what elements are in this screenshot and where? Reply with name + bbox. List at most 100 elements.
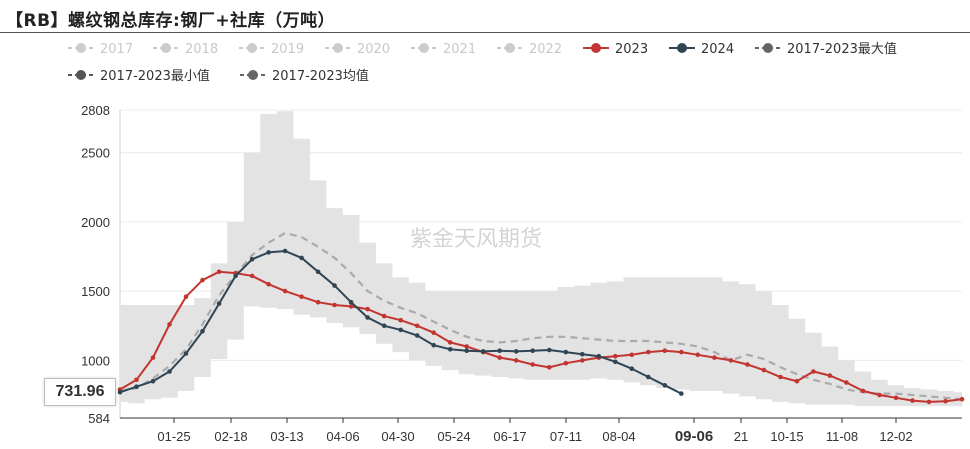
data-point-2024[interactable]: [150, 378, 156, 384]
data-point-2023[interactable]: [200, 277, 205, 283]
data-point-2024[interactable]: [431, 342, 437, 348]
data-point-2023[interactable]: [249, 273, 255, 279]
data-point-2023[interactable]: [547, 365, 552, 370]
legend-item-2017-2023最大值[interactable]: 2017-2023最大值: [755, 41, 897, 57]
data-point-2023[interactable]: [662, 348, 668, 354]
data-point-2024[interactable]: [480, 349, 486, 354]
data-point-2024[interactable]: [315, 269, 321, 275]
data-point-2024[interactable]: [348, 299, 354, 305]
legend-label: 2017-2023最大值: [787, 41, 897, 57]
data-point-2023[interactable]: [860, 388, 866, 394]
data-point-2024[interactable]: [365, 315, 370, 320]
legend-item-2017-2023最小值[interactable]: 2017-2023最小值: [68, 68, 210, 84]
data-point-2023[interactable]: [266, 281, 271, 287]
data-point-2023[interactable]: [646, 349, 651, 355]
data-point-2024[interactable]: [381, 323, 387, 329]
data-point-2024[interactable]: [299, 255, 304, 261]
data-point-2023[interactable]: [910, 398, 915, 403]
data-point-2024[interactable]: [547, 347, 552, 353]
data-point-2024[interactable]: [646, 374, 651, 380]
data-point-2023[interactable]: [134, 377, 139, 383]
data-point-2024[interactable]: [662, 383, 668, 388]
data-point-2023[interactable]: [943, 398, 948, 404]
data-point-2024[interactable]: [200, 329, 205, 334]
data-point-2024[interactable]: [134, 384, 139, 390]
data-point-2024[interactable]: [513, 349, 519, 354]
data-point-2024[interactable]: [117, 389, 123, 395]
legend-item-2022[interactable]: 2022: [497, 42, 562, 57]
data-point-2023[interactable]: [712, 355, 717, 360]
legend-item-2023[interactable]: 2023: [583, 42, 648, 57]
data-point-2024[interactable]: [596, 353, 602, 359]
x-tick-label: 05-24: [437, 429, 470, 444]
data-point-2024[interactable]: [167, 369, 172, 374]
data-point-2023[interactable]: [497, 355, 503, 360]
data-point-2024[interactable]: [447, 347, 453, 352]
legend-label: 2024: [701, 42, 734, 57]
data-point-2023[interactable]: [398, 317, 404, 323]
data-point-2023[interactable]: [216, 269, 222, 275]
data-point-2023[interactable]: [827, 373, 833, 378]
data-point-2024[interactable]: [563, 349, 569, 355]
data-point-2023[interactable]: [811, 369, 816, 374]
data-point-2023[interactable]: [761, 367, 767, 373]
data-point-2024[interactable]: [398, 327, 404, 333]
data-point-2023[interactable]: [513, 358, 519, 363]
data-point-2024[interactable]: [282, 248, 288, 254]
data-point-2024[interactable]: [233, 273, 238, 279]
data-point-2024[interactable]: [414, 333, 420, 338]
data-point-2023[interactable]: [794, 378, 800, 384]
data-point-2023[interactable]: [365, 306, 370, 312]
legend-dot-marker: [505, 43, 515, 53]
data-point-2024[interactable]: [629, 366, 635, 372]
x-tick-label: 07-11: [550, 429, 582, 444]
legend-item-2021[interactable]: 2021: [411, 42, 476, 57]
data-point-2023[interactable]: [431, 330, 437, 336]
legend-item-2017-2023均值[interactable]: 2017-2023均值: [240, 68, 369, 84]
data-point-2023[interactable]: [167, 322, 172, 327]
data-point-2023[interactable]: [844, 380, 849, 385]
data-point-2023[interactable]: [150, 355, 156, 360]
data-point-2023[interactable]: [414, 323, 420, 329]
legend-item-2017[interactable]: 2017: [68, 42, 133, 57]
data-point-2023[interactable]: [877, 392, 882, 398]
data-point-2023[interactable]: [695, 352, 701, 358]
data-point-2024[interactable]: [266, 250, 271, 255]
data-point-2024[interactable]: [580, 351, 585, 357]
data-point-2024[interactable]: [464, 348, 470, 354]
data-point-2024[interactable]: [613, 359, 618, 365]
legend-item-2024[interactable]: 2024: [669, 42, 734, 57]
data-point-2023[interactable]: [183, 294, 189, 300]
data-point-2024[interactable]: [497, 348, 503, 354]
data-point-2023[interactable]: [580, 358, 585, 363]
data-point-2023[interactable]: [332, 302, 337, 308]
data-point-2024[interactable]: [216, 301, 222, 306]
data-point-2023[interactable]: [629, 352, 635, 358]
legend-item-2019[interactable]: 2019: [239, 42, 304, 57]
data-point-2023[interactable]: [613, 353, 618, 359]
data-point-2024[interactable]: [332, 283, 337, 288]
y-tick-label: 2000: [81, 215, 110, 230]
data-point-2023[interactable]: [464, 344, 470, 349]
data-point-2023[interactable]: [679, 349, 684, 355]
data-point-2023[interactable]: [348, 304, 354, 309]
data-point-2023[interactable]: [728, 358, 734, 363]
data-point-2023[interactable]: [381, 313, 387, 319]
data-point-2024[interactable]: [679, 391, 684, 396]
data-point-2023[interactable]: [926, 399, 932, 405]
data-point-2023[interactable]: [447, 340, 453, 345]
data-point-2023[interactable]: [563, 360, 569, 366]
data-point-2023[interactable]: [530, 362, 535, 367]
legend-item-2018[interactable]: 2018: [153, 42, 218, 57]
legend-item-2020[interactable]: 2020: [325, 42, 390, 57]
data-point-2023[interactable]: [893, 395, 899, 401]
data-point-2024[interactable]: [530, 348, 535, 354]
data-point-2023[interactable]: [959, 396, 965, 402]
data-point-2023[interactable]: [282, 288, 288, 294]
data-point-2024[interactable]: [249, 257, 255, 262]
data-point-2023[interactable]: [778, 374, 783, 380]
data-point-2023[interactable]: [315, 299, 321, 305]
data-point-2023[interactable]: [299, 294, 304, 300]
data-point-2023[interactable]: [745, 362, 750, 367]
data-point-2024[interactable]: [183, 351, 189, 356]
